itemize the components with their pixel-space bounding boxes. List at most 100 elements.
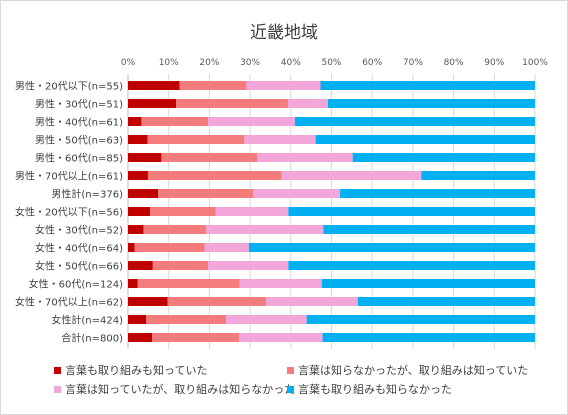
x-tick-label: 10% [159, 58, 179, 68]
bar-segment-series-2 [206, 225, 324, 234]
y-category-label: 合計(n=800) [61, 332, 123, 345]
bar-segment-series-0 [128, 279, 138, 288]
bar-segment-series-3 [306, 315, 535, 324]
bar-segment-series-2 [239, 333, 323, 342]
x-tick-label: 30% [240, 58, 260, 68]
bar-segment-series-0 [128, 99, 177, 108]
bar-segment-series-1 [152, 333, 240, 342]
bar-segment-series-1 [141, 117, 209, 126]
bar-segment-series-3 [320, 81, 535, 90]
bar-segment-series-3 [352, 153, 535, 162]
bar-segment-series-0 [128, 225, 144, 234]
bar-segment-series-2 [265, 297, 358, 306]
y-category-label: 女性・20代以下(n=56) [15, 206, 123, 219]
bar-segment-series-2 [244, 135, 316, 144]
bar-segment-series-2 [239, 279, 322, 288]
legend-label: 言葉も取り組みも知らなかった [298, 383, 452, 396]
legend-label: 言葉は知っていたが、取り組みは知らなかった [65, 383, 296, 396]
bar-segment-series-1 [143, 225, 207, 234]
bar-segment-series-2 [226, 315, 307, 324]
bar-segment-series-1 [146, 315, 227, 324]
bar-segment-series-3 [315, 135, 535, 144]
y-category-label: 男性・40代(n=61) [35, 116, 123, 129]
bar-segment-series-1 [161, 153, 258, 162]
y-category-label: 男性・70代以上(n=61) [15, 170, 123, 183]
bar-segment-series-0 [128, 297, 168, 306]
bar-segment-series-0 [128, 117, 142, 126]
bar-segment-series-1 [158, 189, 254, 198]
y-category-label: 女性・40代(n=64) [35, 242, 123, 255]
legend-item-3: 言葉も取り組みも知らなかった [287, 381, 452, 397]
x-tick-label: 40% [281, 58, 301, 68]
bar-segment-series-1 [152, 261, 209, 270]
bar-segment-series-0 [128, 315, 147, 324]
x-tick-label: 100% [522, 58, 548, 68]
bar-segment-series-0 [128, 207, 150, 216]
y-category-label: 女性・50代(n=66) [35, 260, 123, 273]
x-tick-label: 60% [362, 58, 382, 68]
legend-swatch [54, 367, 61, 374]
legend-label: 言葉は知らなかったが、取り組みは知っていた [298, 364, 529, 377]
bar-segment-series-2 [287, 99, 328, 108]
bar-segment-series-3 [340, 189, 535, 198]
x-tick-label: 50% [321, 58, 341, 68]
y-category-label: 女性・30代(n=52) [35, 224, 123, 237]
bar-segment-series-2 [208, 261, 289, 270]
bar-segment-series-0 [128, 171, 148, 180]
bar-segment-series-2 [208, 117, 295, 126]
x-tick-label: 90% [484, 58, 504, 68]
bar-segment-series-1 [134, 243, 205, 252]
bar-segment-series-2 [253, 189, 341, 198]
bar-segment-series-3 [288, 261, 535, 270]
y-category-label: 男性・60代(n=85) [35, 152, 123, 165]
bar-segment-series-0 [128, 81, 180, 90]
bar-segment-series-3 [421, 171, 535, 180]
y-category-label: 男性・20代以下(n=55) [15, 80, 123, 93]
bar-segment-series-1 [147, 135, 245, 144]
bar-segment-series-3 [357, 297, 535, 306]
y-category-label: 男性計(n=376) [51, 188, 123, 201]
legend-label: 言葉も取り組みも知っていた [65, 364, 208, 377]
bar-segment-series-3 [288, 207, 535, 216]
bar-segment-series-3 [327, 99, 535, 108]
bar-segment-series-3 [322, 333, 535, 342]
legend-item-1: 言葉は知らなかったが、取り組みは知っていた [287, 362, 528, 378]
bar-segment-series-1 [167, 297, 266, 306]
bar-segment-series-2 [257, 153, 353, 162]
bar-segment-series-0 [128, 153, 162, 162]
x-tick-label: 80% [444, 58, 464, 68]
bar-segment-series-3 [323, 225, 535, 234]
y-category-label: 男性・50代(n=63) [35, 134, 123, 147]
bar-segment-series-1 [149, 207, 216, 216]
bar-segment-series-0 [128, 261, 153, 270]
x-tick-label: 70% [403, 58, 423, 68]
bar-segment-series-1 [147, 171, 282, 180]
bar-segment-series-3 [294, 117, 535, 126]
legend-item-2: 言葉は知っていたが、取り組みは知らなかった [54, 381, 295, 397]
y-category-label: 女性・70代以上(n=62) [15, 296, 123, 309]
bar-segment-series-1 [176, 99, 288, 108]
bar-segment-series-0 [128, 333, 153, 342]
legend-swatch [287, 386, 294, 393]
y-category-label: 男性・30代(n=51) [35, 98, 123, 111]
bar-segment-series-1 [179, 81, 247, 90]
x-tick-label: 20% [199, 58, 219, 68]
legend-swatch [287, 367, 294, 374]
bar-segment-series-3 [321, 279, 535, 288]
y-category-label: 女性・60代(n=124) [29, 278, 123, 291]
chart-title: 近畿地域 [250, 23, 318, 43]
bar-segment-series-2 [281, 171, 422, 180]
legend-swatch [54, 386, 61, 393]
bar-segment-series-0 [128, 189, 159, 198]
legend-item-0: 言葉も取り組みも知っていた [54, 362, 207, 378]
bar-segment-series-0 [128, 243, 135, 252]
bar-segment-series-2 [204, 243, 249, 252]
bar-segment-series-2 [215, 207, 289, 216]
bar-segment-series-2 [246, 81, 321, 90]
x-tick-label: 0% [121, 58, 136, 68]
bar-segment-series-0 [128, 135, 148, 144]
bar-segment-series-3 [248, 243, 535, 252]
y-category-label: 女性計(n=424) [51, 314, 123, 327]
bar-segment-series-1 [137, 279, 240, 288]
